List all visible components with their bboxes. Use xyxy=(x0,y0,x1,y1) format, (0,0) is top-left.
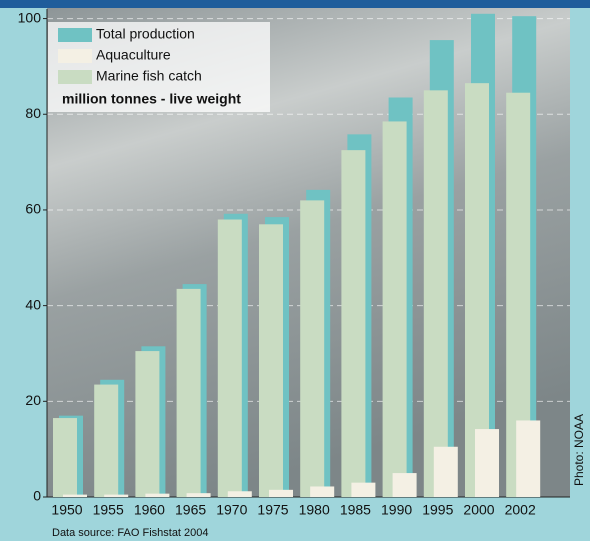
bar xyxy=(516,420,541,497)
x-tick-label: 1975 xyxy=(257,502,288,518)
bar xyxy=(310,486,335,497)
x-tick-label: 2002 xyxy=(505,502,536,518)
bar xyxy=(63,494,87,497)
bar xyxy=(145,493,170,497)
bar xyxy=(341,150,366,497)
source-note: Data source: FAO Fishstat 2004 xyxy=(52,527,209,539)
bar xyxy=(186,493,211,497)
y-tick-label: 100 xyxy=(18,9,42,25)
y-tick-label: 20 xyxy=(25,392,41,408)
legend-swatch xyxy=(58,70,92,84)
x-tick-label: 1970 xyxy=(216,502,247,518)
bar xyxy=(259,224,283,497)
x-tick-label: 1960 xyxy=(134,502,165,518)
bar xyxy=(475,429,499,497)
legend-label: Aquaculture xyxy=(96,47,171,63)
bar xyxy=(227,491,252,497)
bar xyxy=(465,83,489,497)
bar xyxy=(269,489,293,497)
x-tick-label: 1995 xyxy=(422,502,453,518)
x-tick-label: 1980 xyxy=(299,502,330,518)
photo-credit: Photo: NOAA xyxy=(572,414,586,486)
bar xyxy=(382,121,407,498)
bar xyxy=(94,384,119,497)
bar xyxy=(423,90,448,497)
legend-label: Total production xyxy=(96,26,195,42)
legend-swatch xyxy=(58,49,92,63)
legend-label: Marine fish catch xyxy=(96,68,202,84)
top-band xyxy=(0,0,590,8)
units-label: million tonnes - live weight xyxy=(62,91,241,107)
x-tick-label: 1965 xyxy=(175,502,206,518)
bar xyxy=(351,482,376,497)
y-tick-label: 80 xyxy=(25,105,41,121)
bar xyxy=(392,473,417,497)
x-tick-label: 1955 xyxy=(93,502,124,518)
bar xyxy=(433,446,458,497)
y-tick-label: 0 xyxy=(33,488,41,504)
bar xyxy=(104,494,129,497)
bar xyxy=(217,219,242,497)
x-tick-label: 1985 xyxy=(340,502,371,518)
bar xyxy=(300,200,325,497)
x-tick-label: 2000 xyxy=(463,502,494,518)
x-tick-label: 1990 xyxy=(381,502,412,518)
bar xyxy=(176,288,201,497)
legend-swatch xyxy=(58,28,92,42)
y-tick-label: 40 xyxy=(25,296,41,312)
bar xyxy=(53,418,77,497)
x-tick-label: 1950 xyxy=(51,502,82,518)
bar xyxy=(135,351,160,497)
y-tick-label: 60 xyxy=(25,201,41,217)
